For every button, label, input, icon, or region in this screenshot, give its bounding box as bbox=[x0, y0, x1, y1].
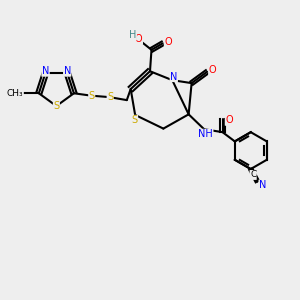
Text: CH₃: CH₃ bbox=[7, 89, 23, 98]
Text: S: S bbox=[89, 91, 95, 101]
Text: O: O bbox=[208, 65, 216, 75]
Text: O: O bbox=[225, 115, 233, 125]
Text: N: N bbox=[259, 180, 266, 190]
Text: S: S bbox=[107, 92, 113, 102]
Text: O: O bbox=[135, 34, 142, 44]
Text: NH: NH bbox=[198, 129, 213, 139]
Text: H: H bbox=[129, 30, 136, 40]
Text: C: C bbox=[250, 170, 256, 179]
Text: N: N bbox=[64, 66, 71, 76]
Text: S: S bbox=[131, 115, 138, 125]
Text: S: S bbox=[53, 101, 59, 111]
Text: O: O bbox=[164, 37, 172, 47]
Text: N: N bbox=[170, 72, 178, 82]
Text: N: N bbox=[42, 66, 49, 76]
